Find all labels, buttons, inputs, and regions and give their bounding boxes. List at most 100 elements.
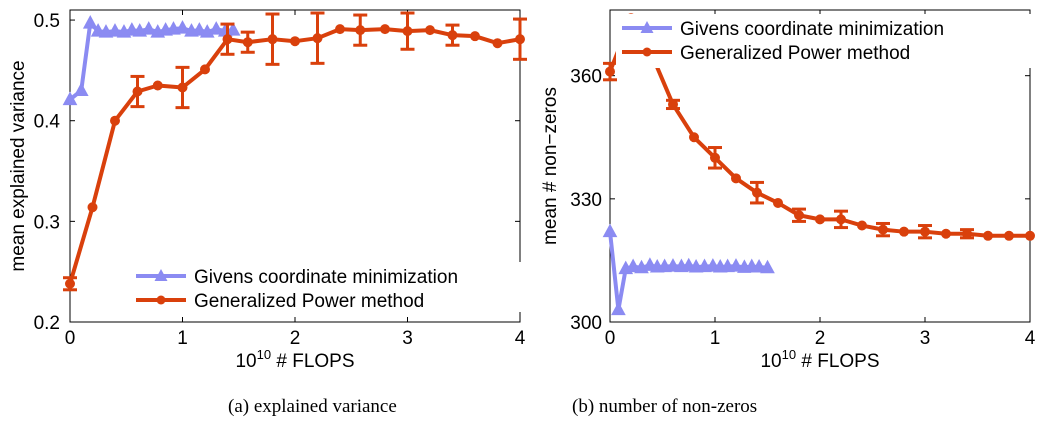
c1-gpower-point [689, 132, 699, 143]
c1-givens-point [728, 258, 744, 272]
c0-gpower-point [335, 24, 345, 35]
c0-gpower-point [132, 86, 143, 97]
c1-gpower-legend-marker [642, 47, 652, 57]
c1-x-tick-label: 2 [815, 328, 826, 349]
c1-givens-point [611, 301, 626, 316]
caption-explained-variance: (a) explained variance [228, 396, 397, 417]
c1-gpower-legend-label: Generalized Power method [680, 43, 910, 64]
c0-gpower-point [312, 33, 323, 44]
c0-y-tick-label: 0.4 [34, 112, 61, 133]
c0-x-axis-label-base: 10 [235, 351, 256, 372]
c1-givens-point [602, 223, 618, 238]
c0-gpower-point [355, 25, 366, 36]
c0-givens-point [107, 23, 123, 37]
c1-x-tick-label: 3 [920, 328, 931, 349]
c1-x-tick-label: 1 [710, 328, 721, 349]
chart-non-zeros: 0 1 2 3 4 300 330 360 1010 # FLOPS mean # non−zer… [520, 0, 1063, 423]
c1-x-axis-label-exponent: 10 [782, 347, 796, 362]
c0-gpower-point [290, 36, 300, 47]
c0-x-tick-label: 4 [515, 328, 526, 349]
c0-x-axis-label-rest: # FLOPS [271, 351, 354, 372]
c0-gpower-point [267, 34, 278, 45]
c1-gpower-point [962, 228, 972, 239]
c1-gpower-point [710, 152, 720, 163]
c0-givens-point [192, 22, 207, 36]
c1-x-axis-label-rest: # FLOPS [796, 351, 879, 372]
c1-y-tick-label: 330 [570, 190, 602, 211]
c0-givens-legend-marker [154, 269, 168, 281]
c1-gpower-point [773, 197, 783, 208]
c1-x-axis-label-base: 10 [760, 351, 781, 372]
chart-svg-non-zeros: 0 1 2 3 4 300 330 360 1010 # FLOPS mean # non−zer… [540, 9, 1036, 372]
c0-givens-point [73, 82, 89, 97]
chart-explained-variance: 0 1 2 3 4 0.2 0.3 0.4 0.5 1010 # FLOPS mean explai… [8, 9, 527, 372]
c1-legend-box [616, 14, 1034, 68]
c1-givens-point [760, 259, 775, 274]
c0-gpower-point [242, 37, 253, 48]
c0-gpower-point [470, 31, 480, 42]
c1-gpower-point [815, 214, 825, 225]
c0-givens-point [225, 22, 241, 36]
c0-givens-point [62, 91, 78, 106]
c1-gpower-point [1004, 230, 1014, 241]
c1-givens-legend-marker [640, 21, 654, 33]
c0-gpower-point [425, 25, 435, 36]
c1-gpower-point [920, 226, 930, 237]
c0-x-axis-label: 1010 # FLOPS [235, 347, 354, 372]
c1-gpower-point [941, 228, 951, 239]
c0-gpower-point [492, 38, 503, 49]
c0-x-tick-label: 2 [290, 328, 301, 349]
c0-x-tick-label: 3 [402, 328, 413, 349]
c1-gpower-point [752, 187, 762, 198]
c0-gpower-legend-marker [156, 295, 166, 305]
c0-legend-box [130, 262, 522, 312]
c0-y-tick-label: 0.2 [34, 313, 60, 334]
c0-legend: Givens coordinate minimization Generalize… [130, 262, 522, 312]
c1-gpower-point [794, 210, 804, 221]
c1-gpower-point [836, 214, 846, 225]
chart-svg-explained-variance: 0 1 2 3 4 0.2 0.3 0.4 0.5 1010 # FLOPS mean explai… [8, 9, 527, 372]
c0-gpower-point [447, 30, 458, 41]
caption-non-zeros: (b) number of non-zeros [572, 396, 758, 417]
c0-givens-point [208, 21, 224, 35]
c0-givens-point [175, 20, 190, 34]
c1-legend: Givens coordinate minimization Generalize… [616, 14, 1034, 68]
c1-givens-point [751, 258, 767, 273]
c1-gpower-point [878, 224, 888, 235]
c1-gpower-point [983, 230, 993, 241]
c0-gpower-point [402, 26, 413, 37]
c0-gpower-point [65, 278, 75, 289]
c0-givens-legend-label: Givens coordinate minimization [194, 267, 458, 288]
c0-gpower-point [515, 34, 525, 45]
c1-x-tick-label: 4 [1025, 328, 1036, 349]
c1-gpower-point [731, 173, 741, 184]
c0-y-tick-label: 0.3 [34, 212, 60, 233]
c1-gpower-point [668, 99, 678, 110]
c1-x-tick-label: 0 [605, 328, 616, 349]
c0-x-tick-label: 1 [177, 328, 188, 349]
c1-gpower-point [605, 66, 615, 77]
c0-gpower-point [380, 24, 390, 35]
c1-givens-point [625, 258, 641, 273]
c1-gpower-point [899, 226, 909, 237]
c0-x-axis-label-exponent: 10 [257, 347, 271, 362]
c0-y-tick-label: 0.5 [34, 11, 60, 32]
c1-givens-legend-label: Givens coordinate minimization [680, 19, 944, 40]
c0-gpower-point [177, 82, 188, 93]
c0-gpower-point [110, 115, 120, 126]
c0-y-axis-label: mean explained variance [8, 60, 29, 271]
c0-gpower-legend-label: Generalized Power method [194, 291, 424, 312]
c1-gpower-point [857, 220, 867, 231]
c0-gpower-point [222, 34, 233, 45]
c0-gpower-line [68, 27, 521, 285]
c0-gpower-point [200, 64, 210, 75]
c1-y-axis-label: mean # non−zeros [540, 87, 561, 245]
c0-gpower-point [87, 202, 98, 213]
c1-x-axis-label: 1010 # FLOPS [760, 347, 879, 372]
c1-y-tick-label: 300 [570, 313, 602, 334]
c0-givens-point [82, 15, 98, 29]
c0-x-tick-label: 0 [65, 328, 76, 349]
c1-gpower-point [1025, 230, 1035, 241]
c1-y-tick-label: 360 [570, 67, 602, 88]
